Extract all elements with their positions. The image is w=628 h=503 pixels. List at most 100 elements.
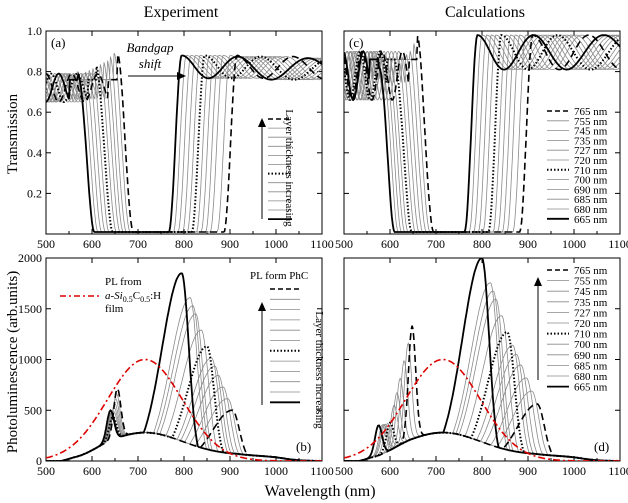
x-tick-label: 1100 bbox=[310, 237, 334, 251]
legend-label-665nm: 665 nm bbox=[574, 382, 608, 394]
x-tick-label: 1000 bbox=[562, 464, 586, 478]
legend-label-665nm: 665 nm bbox=[574, 214, 608, 226]
x-tick-label: 800 bbox=[473, 237, 491, 251]
panel-b-pl-experiment: 500 600 700 800 900 1000 11000500100015002000(… bbox=[18, 251, 334, 478]
x-tick-label: 1000 bbox=[562, 237, 586, 251]
series-727nm bbox=[46, 365, 322, 461]
arrow-text-panel-a: Layer thickness increasing bbox=[283, 109, 295, 227]
x-tick-label: 500 bbox=[335, 464, 353, 478]
legend-label-745nm: 745 nm bbox=[574, 126, 608, 138]
legend-panel-a bbox=[258, 118, 292, 221]
legend-panel-b bbox=[258, 288, 300, 405]
x-tick-label: 800 bbox=[473, 464, 491, 478]
legend-label-765nm: 765 nm bbox=[574, 106, 608, 118]
series-680nm bbox=[46, 54, 322, 233]
xlabel-wavelength: Wavelength (nm) bbox=[264, 483, 375, 500]
column-title-experiment: Experiment bbox=[144, 4, 219, 21]
legend-label-755nm: 755 nm bbox=[574, 276, 608, 288]
series-710nm bbox=[344, 331, 620, 461]
legend-label-690nm: 690 nm bbox=[574, 184, 608, 196]
series-690nm bbox=[46, 313, 322, 461]
series-710nm bbox=[46, 54, 322, 233]
panel-a-transmission-experiment: 500 600 700 800 900 1000 1100 0.2 0.4 0.6 0.8 1.0 (a… bbox=[27, 24, 334, 251]
y-tick-label: 0.8 bbox=[27, 65, 42, 79]
x-tick-label: 1000 bbox=[264, 464, 288, 478]
series-film-pl bbox=[344, 358, 620, 461]
plot-frame bbox=[45, 30, 323, 235]
panel-label: (b) bbox=[296, 439, 311, 454]
x-tick-label: 500 bbox=[335, 237, 353, 251]
panel-label: (c) bbox=[349, 35, 363, 50]
x-tick-label: 700 bbox=[129, 237, 147, 251]
pl-film-label-line3: film bbox=[105, 303, 124, 315]
series-765nm bbox=[46, 387, 322, 461]
legend-label-727nm: 727 nm bbox=[574, 307, 608, 319]
legend-label-755nm: 755 nm bbox=[574, 116, 608, 128]
y-tick-label: 500 bbox=[24, 403, 42, 417]
legend-label-685nm: 685 nm bbox=[574, 360, 608, 372]
legend-label-710nm: 710 nm bbox=[574, 329, 608, 341]
series-665nm bbox=[46, 54, 322, 233]
pl-film-label-line2: a-Si0.5C0.5:H bbox=[105, 290, 161, 304]
panel-d-pl-calculation: 500 600 700 800 900 1000 1100 (d) bbox=[335, 257, 628, 478]
x-tick-label: 600 bbox=[381, 237, 399, 251]
ylabel-transmission: Transmission bbox=[5, 93, 21, 174]
x-tick-label: 700 bbox=[427, 464, 445, 478]
x-tick-label: 1100 bbox=[310, 464, 334, 478]
series-685nm bbox=[46, 305, 322, 461]
pl-phc-label: PL form PhC bbox=[250, 270, 308, 282]
bandgap-label: Bandgap bbox=[127, 40, 174, 55]
y-tick-label: 2000 bbox=[18, 251, 42, 265]
x-tick-label: 900 bbox=[519, 464, 537, 478]
x-tick-label: 800 bbox=[175, 237, 193, 251]
x-tick-label: 600 bbox=[83, 237, 101, 251]
thickness-arrowhead bbox=[258, 302, 266, 311]
x-tick-label: 800 bbox=[175, 464, 193, 478]
legend-label-765nm: 765 nm bbox=[574, 265, 608, 277]
x-tick-label: 700 bbox=[427, 237, 445, 251]
legend-label-680nm: 680 nm bbox=[574, 371, 608, 383]
legend-label-690nm: 690 nm bbox=[574, 350, 608, 362]
x-tick-label: 1100 bbox=[608, 464, 628, 478]
legend-label-727nm: 727 nm bbox=[574, 145, 608, 157]
pl-film-label-line1: PL from bbox=[105, 276, 142, 288]
x-tick-label: 900 bbox=[519, 237, 537, 251]
ylabel-photoluminescence: Photoluminescence (arb.units) bbox=[5, 271, 21, 453]
x-tick-label: 900 bbox=[221, 464, 239, 478]
panel-label: (d) bbox=[594, 439, 609, 454]
legend-label-735nm: 735 nm bbox=[574, 135, 608, 147]
shift-label: shift bbox=[139, 56, 162, 71]
thickness-arrowhead bbox=[258, 118, 266, 127]
legend-label-720nm: 720 nm bbox=[574, 155, 608, 167]
x-tick-label: 1000 bbox=[264, 237, 288, 251]
arrow-text-panel-b: Layer thickness increasing bbox=[313, 311, 325, 429]
legend-label-720nm: 720 nm bbox=[574, 318, 608, 330]
y-tick-label: 0.4 bbox=[27, 146, 42, 160]
panel-c-transmission-calculation: 500 600 700 800 900 1000 1100 (c) bbox=[335, 30, 628, 251]
series-755nm bbox=[344, 34, 620, 233]
legend-label-700nm: 700 nm bbox=[574, 339, 608, 351]
x-tick-label: 700 bbox=[129, 464, 147, 478]
legend-label-685nm: 685 nm bbox=[574, 194, 608, 206]
series-735nm bbox=[46, 374, 322, 461]
legend-label-700nm: 700 nm bbox=[574, 175, 608, 187]
x-tick-label: 600 bbox=[83, 464, 101, 478]
y-tick-label: 1000 bbox=[18, 353, 42, 367]
y-tick-label: 1.0 bbox=[27, 24, 42, 38]
series-765nm bbox=[344, 34, 620, 233]
legend-label-735nm: 735 nm bbox=[574, 297, 608, 309]
series-665nm bbox=[344, 34, 620, 233]
x-tick-label: 500 bbox=[37, 237, 55, 251]
legend-label-745nm: 745 nm bbox=[574, 286, 608, 298]
bandgap-shift-arrowhead bbox=[177, 72, 186, 80]
y-tick-label: 1500 bbox=[18, 302, 42, 316]
y-tick-label: 0 bbox=[36, 454, 42, 468]
series-film-pl bbox=[46, 358, 322, 461]
thickness-arrowhead bbox=[534, 277, 542, 286]
y-tick-label: 0.6 bbox=[27, 105, 42, 119]
series-765nm bbox=[46, 54, 322, 233]
y-tick-label: 0.2 bbox=[27, 186, 42, 200]
